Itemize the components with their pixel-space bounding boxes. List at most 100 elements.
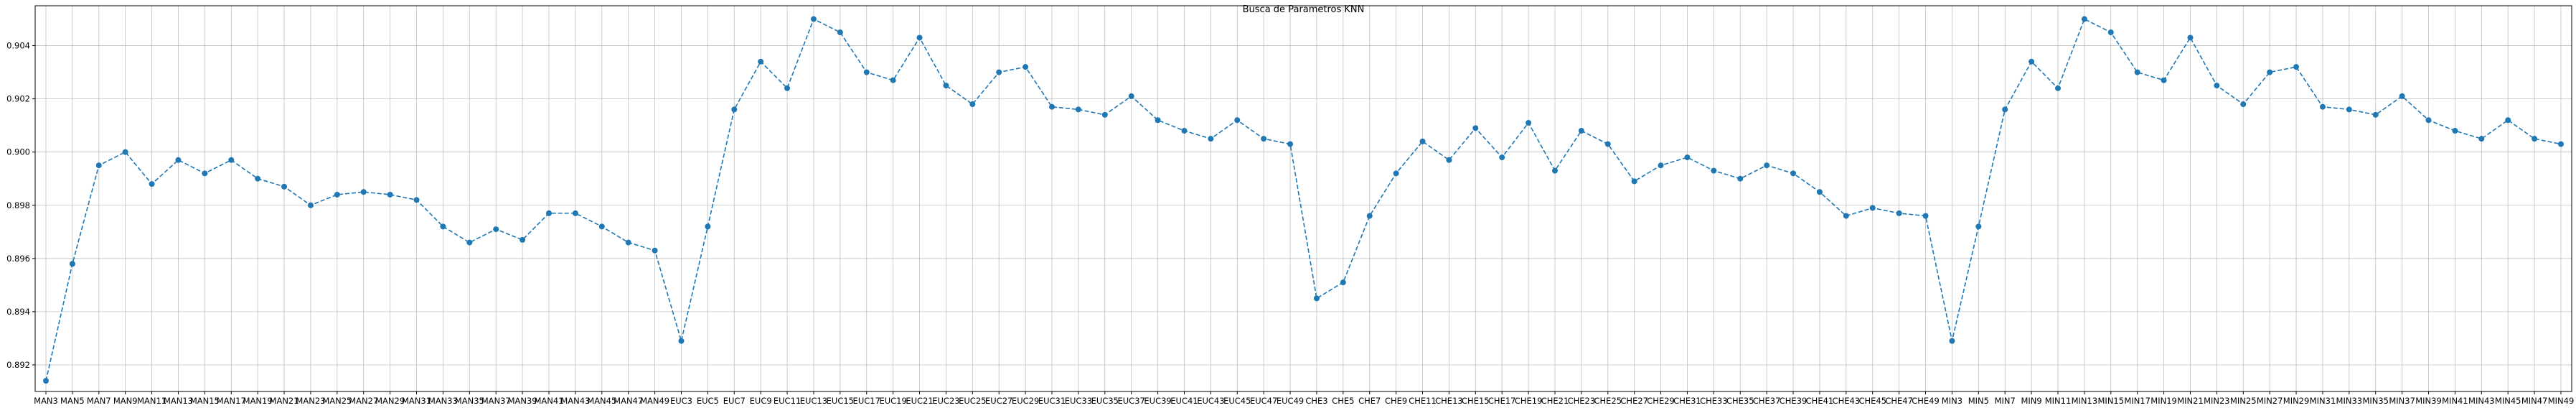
data-point [1604, 141, 1611, 147]
data-point [2002, 106, 2008, 113]
x-tick-label: MIN31 [2310, 396, 2336, 406]
x-tick-label: EUC21 [906, 396, 933, 406]
x-tick-label: MIN9 [2021, 396, 2041, 406]
data-point [255, 175, 261, 182]
data-point [2081, 16, 2087, 22]
x-tick-label: CHE23 [1568, 396, 1596, 406]
data-point [1340, 279, 1346, 286]
data-point [1101, 111, 1108, 118]
data-point [1366, 213, 1373, 219]
x-tick-label: MIN47 [2521, 396, 2548, 406]
x-tick-label: CHE45 [1858, 396, 1886, 406]
x-tick-label: MIN17 [2124, 396, 2150, 406]
x-tick-label: EUC43 [1197, 396, 1224, 406]
x-tick-label: MAN41 [534, 396, 563, 406]
data-point [440, 223, 446, 230]
data-point [1393, 170, 1399, 177]
x-tick-label: MAN31 [402, 396, 431, 406]
x-tick-label: CHE9 [1385, 396, 1407, 406]
x-tick-label: MAN15 [190, 396, 220, 406]
y-tick-label: 0.892 [6, 360, 30, 370]
x-tick-label: CHE31 [1673, 396, 1701, 406]
x-tick-label: EUC3 [670, 396, 692, 406]
data-point [149, 181, 155, 187]
data-point [890, 77, 896, 83]
x-tick-label: MAN37 [481, 396, 511, 406]
data-point [2161, 77, 2167, 83]
data-point [281, 183, 288, 190]
x-tick-label: MAN5 [60, 396, 85, 406]
data-point [731, 106, 738, 113]
x-tick-label: MAN23 [296, 396, 325, 406]
data-point [1949, 338, 1955, 344]
data-point [1472, 125, 1479, 131]
data-point [1843, 213, 1849, 219]
x-tick-label: CHE25 [1594, 396, 1622, 406]
grid-lines [35, 6, 2572, 391]
data-point [943, 83, 949, 89]
x-tick-label: MAN45 [587, 396, 616, 406]
data-point [1790, 170, 1797, 177]
data-point [228, 157, 235, 163]
x-tick-label: MIN21 [2177, 396, 2204, 406]
data-point [1578, 128, 1584, 134]
data-point [387, 191, 393, 198]
x-tick-label: EUC23 [932, 396, 959, 406]
data-point [1816, 189, 1823, 195]
x-tick-label: MAN39 [508, 396, 537, 406]
x-tick-label: MIN5 [1968, 396, 1989, 406]
x-tick-label: CHE41 [1806, 396, 1834, 406]
x-tick-label: EUC25 [959, 396, 986, 406]
x-tick-label: MAN21 [270, 396, 299, 406]
x-tick-label: MIN37 [2389, 396, 2415, 406]
data-point [2214, 83, 2220, 89]
data-point [2187, 34, 2194, 41]
y-axis-ticks: 0.892 0.894 0.896 0.898 0.900 0.902 0.904 [6, 41, 35, 370]
y-tick-label: 0.902 [6, 94, 30, 104]
x-tick-label: MIN41 [2442, 396, 2468, 406]
x-tick-label: MAN17 [217, 396, 246, 406]
x-tick-label: MIN43 [2468, 396, 2495, 406]
x-tick-label: CHE33 [1700, 396, 1728, 406]
x-tick-label: MIN15 [2098, 396, 2125, 406]
data-point [625, 239, 631, 246]
data-point [1684, 154, 1691, 161]
x-tick-label: CHE7 [1358, 396, 1381, 406]
data-point [916, 34, 923, 41]
x-tick-label: EUC39 [1144, 396, 1171, 406]
data-point [43, 378, 49, 384]
x-tick-label: EUC17 [853, 396, 880, 406]
x-tick-label: CHE15 [1462, 396, 1490, 406]
x-tick-label: EUC27 [985, 396, 1012, 406]
data-point [1631, 178, 1637, 185]
series-polyline [45, 18, 2562, 381]
x-tick-label: EUC15 [827, 396, 854, 406]
data-point [1552, 167, 1558, 174]
x-tick-label: CHE13 [1435, 396, 1463, 406]
x-tick-label: CHE39 [1780, 396, 1808, 406]
data-point [1208, 136, 1214, 142]
x-tick-label: EUC49 [1277, 396, 1304, 406]
y-tick-label: 0.900 [6, 147, 30, 157]
x-tick-label: MIN49 [2548, 396, 2575, 406]
data-point [1181, 128, 1188, 134]
x-tick-label: EUC9 [750, 396, 772, 406]
data-point [1869, 205, 1876, 211]
x-tick-label: EUC35 [1091, 396, 1119, 406]
x-tick-label: MAN49 [640, 396, 669, 406]
x-tick-label: EUC29 [1012, 396, 1039, 406]
chart-title: Busca de Parametros KNN [1243, 4, 1365, 15]
x-tick-label: CHE21 [1541, 396, 1569, 406]
data-point [1446, 157, 1452, 163]
x-tick-label: CHE49 [1912, 396, 1940, 406]
data-point [122, 149, 128, 155]
x-tick-label: MAN13 [164, 396, 193, 406]
x-tick-label: MIN45 [2495, 396, 2521, 406]
y-tick-label: 0.896 [6, 254, 30, 264]
data-point [837, 29, 843, 36]
data-point [493, 226, 499, 233]
data-point [1128, 93, 1134, 99]
data-point [2478, 136, 2485, 142]
x-tick-label: MIN23 [2204, 396, 2230, 406]
